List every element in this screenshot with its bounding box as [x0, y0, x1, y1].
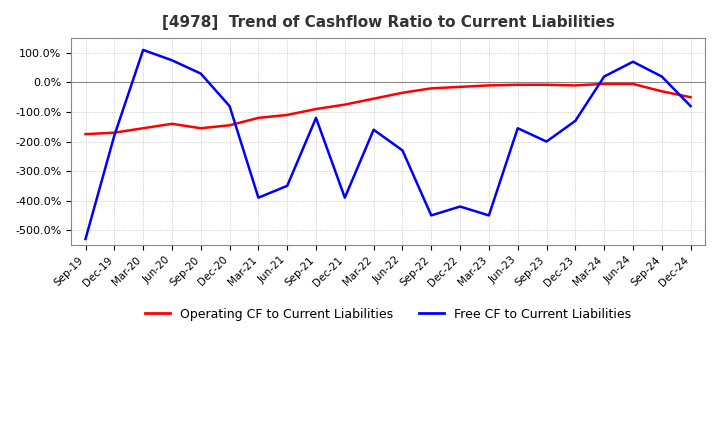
Title: [4978]  Trend of Cashflow Ratio to Current Liabilities: [4978] Trend of Cashflow Ratio to Curren… [161, 15, 614, 30]
Legend: Operating CF to Current Liabilities, Free CF to Current Liabilities: Operating CF to Current Liabilities, Fre… [140, 303, 636, 326]
